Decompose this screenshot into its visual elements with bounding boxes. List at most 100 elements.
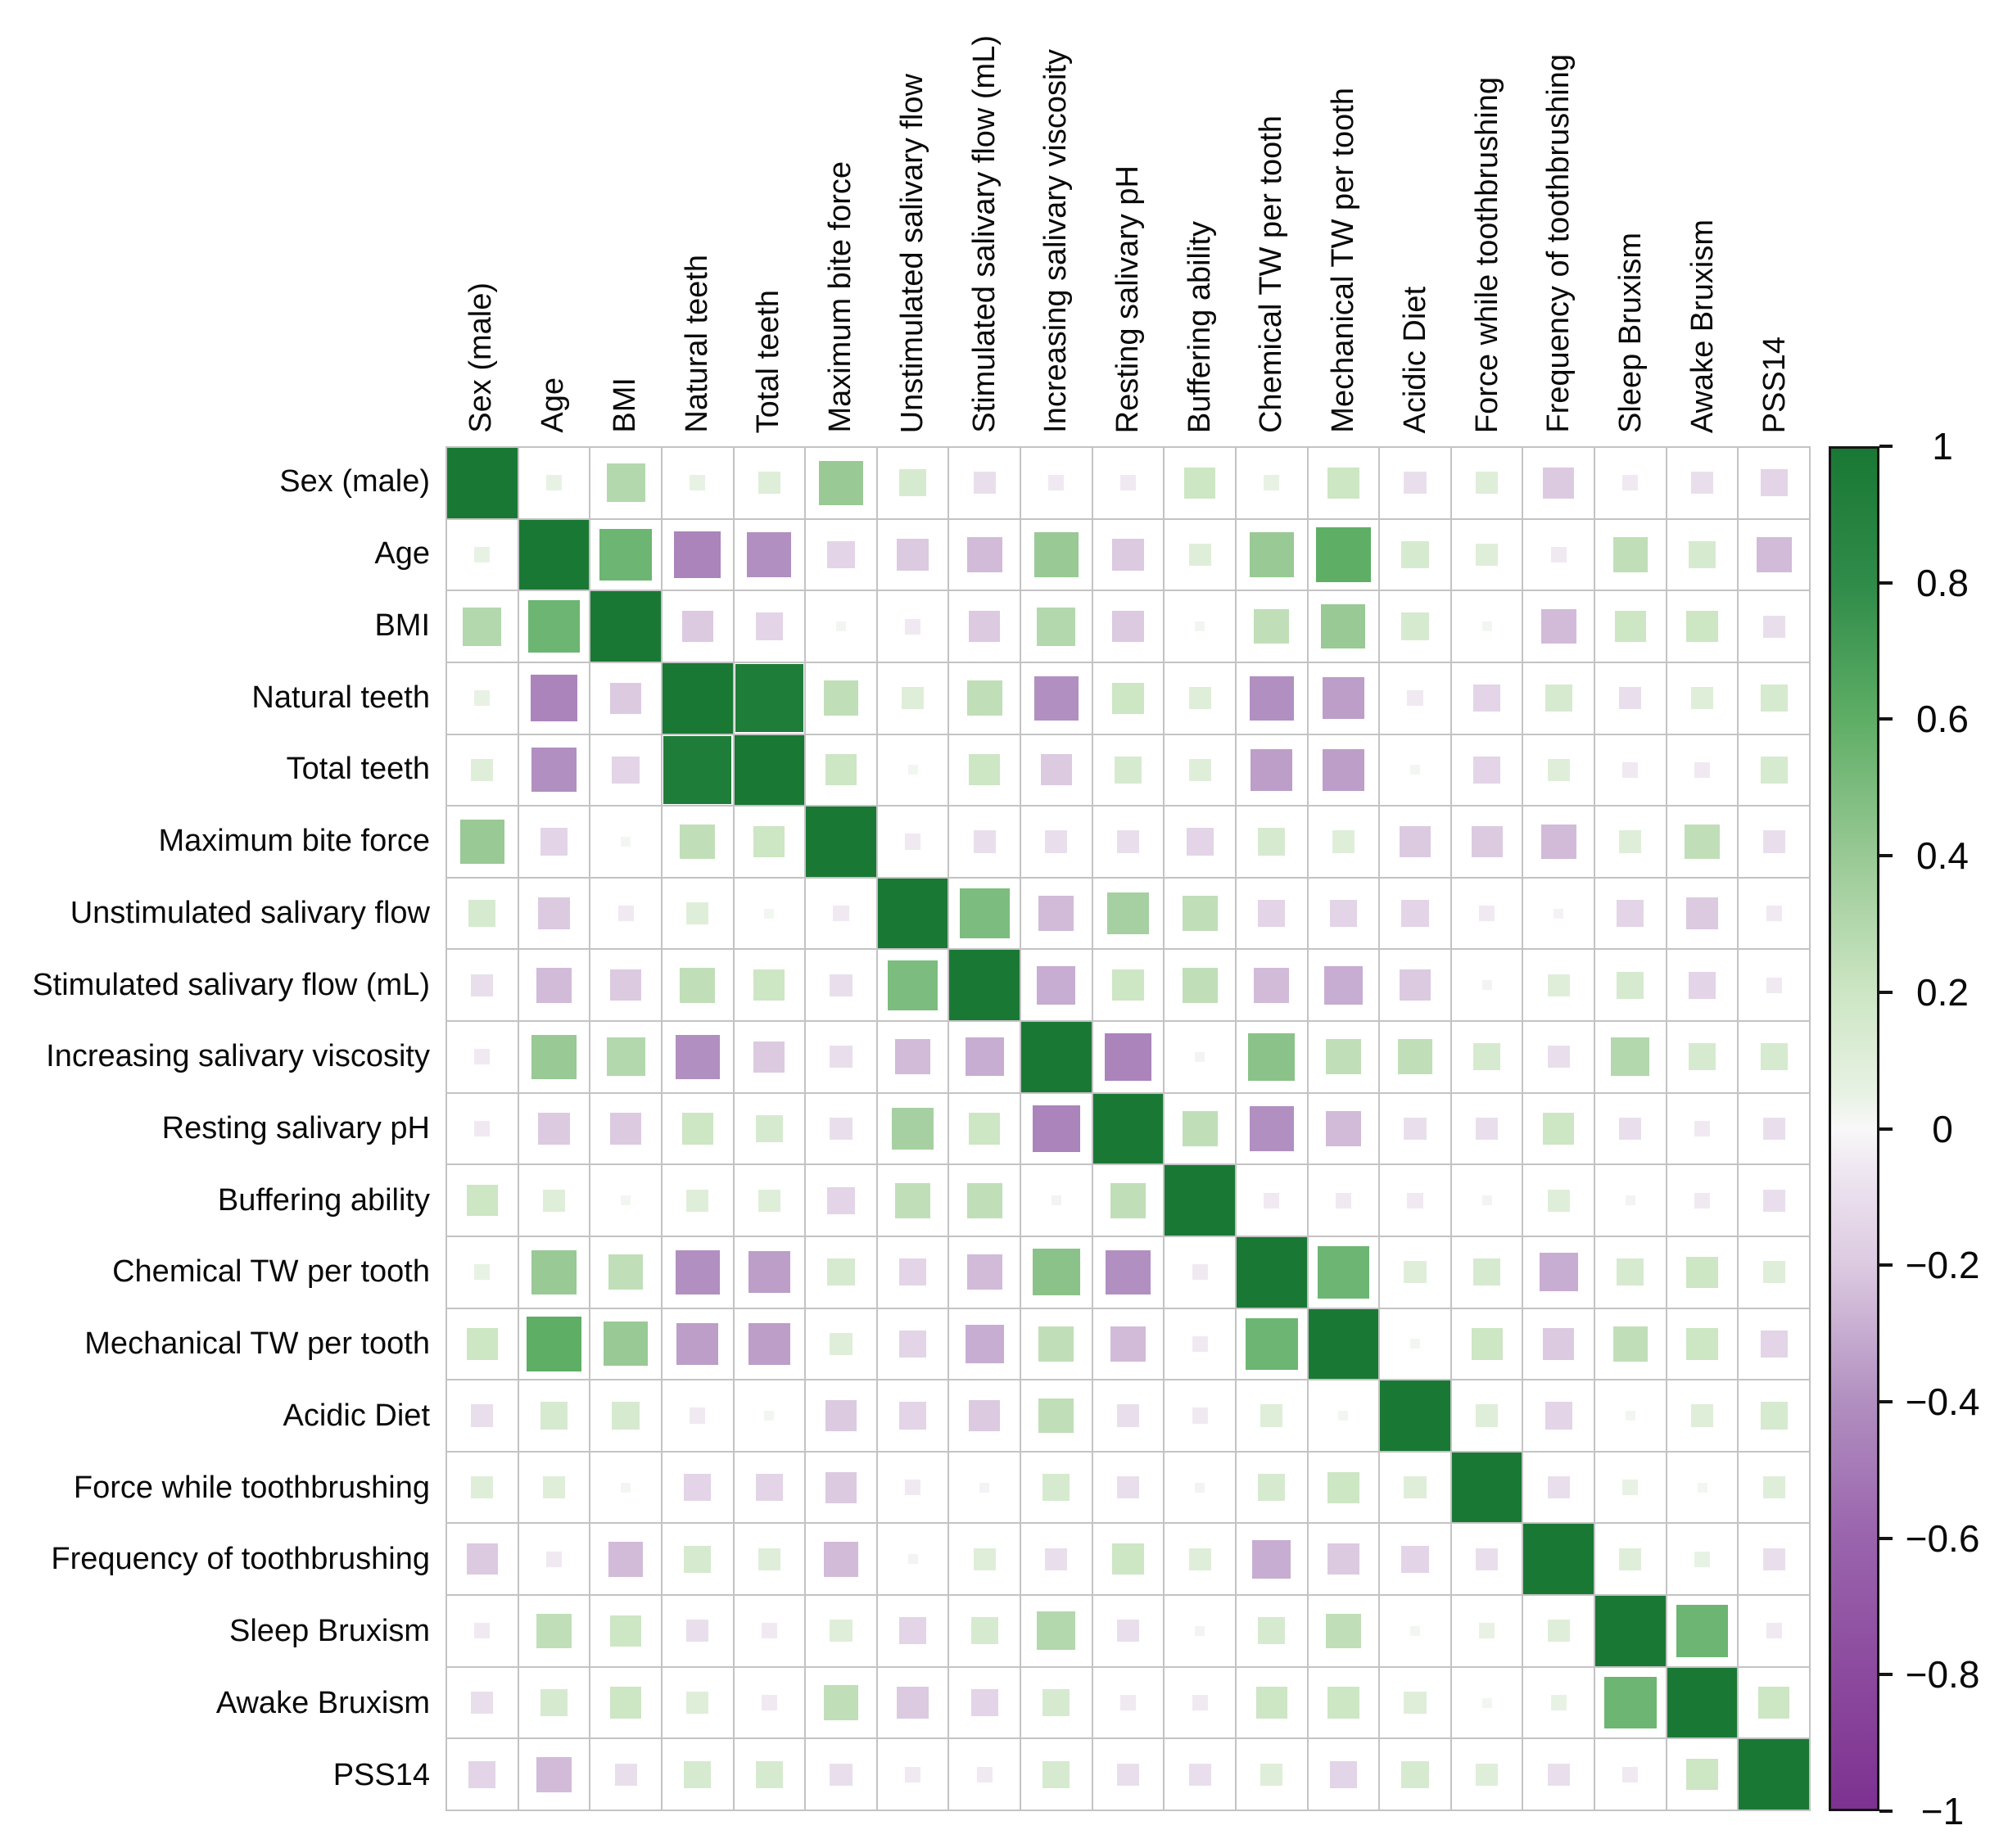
correlation-square xyxy=(1760,1043,1788,1071)
correlation-square xyxy=(1479,906,1495,922)
matrix-cell xyxy=(662,1093,733,1164)
matrix-cell xyxy=(1523,734,1594,806)
correlation-square xyxy=(1401,900,1429,928)
column-label-slot: Resting salivary pH xyxy=(1092,0,1165,433)
correlation-square xyxy=(1622,761,1639,778)
matrix-cell xyxy=(518,1524,590,1595)
column-label: Age xyxy=(536,377,571,433)
correlation-square xyxy=(527,600,581,653)
correlation-square xyxy=(1547,1046,1570,1069)
matrix-cell xyxy=(806,519,876,590)
matrix-cell xyxy=(1380,734,1450,806)
correlation-square xyxy=(1048,475,1065,491)
matrix-cell xyxy=(1739,807,1809,877)
correlation-square xyxy=(471,1692,494,1715)
correlation-square xyxy=(1260,1763,1283,1786)
colorbar-tick-label: −0.8 xyxy=(1905,1653,1980,1697)
matrix-cell xyxy=(734,1667,805,1738)
matrix-cell xyxy=(1595,1093,1666,1164)
matrix-cell xyxy=(734,662,805,734)
matrix-cell xyxy=(1523,1380,1594,1451)
matrix-cell xyxy=(877,807,948,877)
matrix-cell xyxy=(1236,734,1307,806)
correlation-square xyxy=(1539,1253,1578,1292)
matrix-cell xyxy=(447,1596,518,1666)
matrix-cell xyxy=(1308,878,1379,949)
matrix-cell xyxy=(1165,519,1235,590)
correlation-square xyxy=(545,475,562,491)
matrix-cell xyxy=(1380,1524,1450,1595)
matrix-cell xyxy=(1739,1452,1809,1523)
matrix-cell xyxy=(1380,1667,1450,1738)
correlation-square xyxy=(1104,1033,1152,1081)
matrix-cell xyxy=(518,1093,590,1164)
correlation-square xyxy=(949,950,1020,1021)
correlation-square xyxy=(1686,1328,1718,1360)
correlation-square xyxy=(1686,1759,1718,1791)
correlation-square xyxy=(545,1551,562,1567)
matrix-cell xyxy=(1092,950,1164,1021)
correlation-square xyxy=(1188,758,1211,781)
column-label-slot: BMI xyxy=(589,0,661,433)
correlation-square xyxy=(531,1249,577,1295)
matrix-cell xyxy=(1595,878,1666,949)
matrix-cell xyxy=(877,591,948,662)
correlation-square xyxy=(608,1254,644,1290)
correlation-square xyxy=(1694,761,1711,778)
matrix-cell xyxy=(1451,878,1522,949)
correlation-square xyxy=(1264,1192,1280,1209)
correlation-square xyxy=(758,472,780,495)
matrix-cell xyxy=(1021,1308,1092,1380)
matrix-cell xyxy=(1523,662,1594,734)
matrix-cell xyxy=(1165,1596,1235,1666)
correlation-square xyxy=(1762,1261,1785,1284)
matrix-cell xyxy=(1236,1452,1307,1523)
matrix-cell xyxy=(1236,1380,1307,1451)
column-label: Maximum bite force xyxy=(823,161,858,433)
correlation-square xyxy=(758,1548,780,1570)
column-label-slot: Chemical TW per tooth xyxy=(1236,0,1308,433)
matrix-cell xyxy=(1595,1380,1666,1451)
correlation-square xyxy=(1329,1760,1357,1788)
matrix-cell xyxy=(447,1452,518,1523)
matrix-cell xyxy=(806,1308,876,1380)
matrix-cell xyxy=(1739,734,1809,806)
matrix-cell xyxy=(806,807,876,877)
correlation-square xyxy=(1323,677,1364,720)
matrix-cell xyxy=(1380,1165,1450,1236)
correlation-square xyxy=(1476,1548,1499,1570)
matrix-cell xyxy=(447,1093,518,1164)
matrix-cell xyxy=(1308,1667,1379,1738)
matrix-cell xyxy=(1021,1667,1092,1738)
matrix-cell xyxy=(1021,1524,1092,1595)
matrix-cell xyxy=(877,1308,948,1380)
matrix-cell xyxy=(734,1380,805,1451)
matrix-cell xyxy=(662,448,733,518)
correlation-square xyxy=(1038,896,1074,931)
matrix-cell xyxy=(1308,448,1379,518)
correlation-square xyxy=(1308,1308,1379,1380)
matrix-cell xyxy=(1092,1596,1164,1666)
correlation-square xyxy=(690,475,706,491)
matrix-cell xyxy=(1236,878,1307,949)
correlation-square xyxy=(621,1195,631,1206)
correlation-square xyxy=(540,828,568,856)
correlation-square xyxy=(1691,1404,1714,1427)
correlation-square xyxy=(474,1623,491,1639)
column-label: Natural teeth xyxy=(679,255,714,433)
correlation-square xyxy=(734,734,805,806)
correlation-square xyxy=(1248,1033,1296,1081)
matrix-cell xyxy=(949,1022,1020,1092)
matrix-cell xyxy=(1667,950,1738,1021)
row-label: Unstimulated salivary flow xyxy=(70,895,430,930)
correlation-square xyxy=(1040,754,1072,786)
correlation-square xyxy=(753,1041,785,1073)
correlation-square xyxy=(1760,1402,1788,1430)
matrix-cell xyxy=(447,1308,518,1380)
correlation-square xyxy=(474,690,491,707)
matrix-cell xyxy=(662,734,733,806)
matrix-cell xyxy=(1380,807,1450,877)
matrix-cell xyxy=(447,519,518,590)
matrix-cell xyxy=(949,1596,1020,1666)
correlation-square xyxy=(663,735,732,805)
